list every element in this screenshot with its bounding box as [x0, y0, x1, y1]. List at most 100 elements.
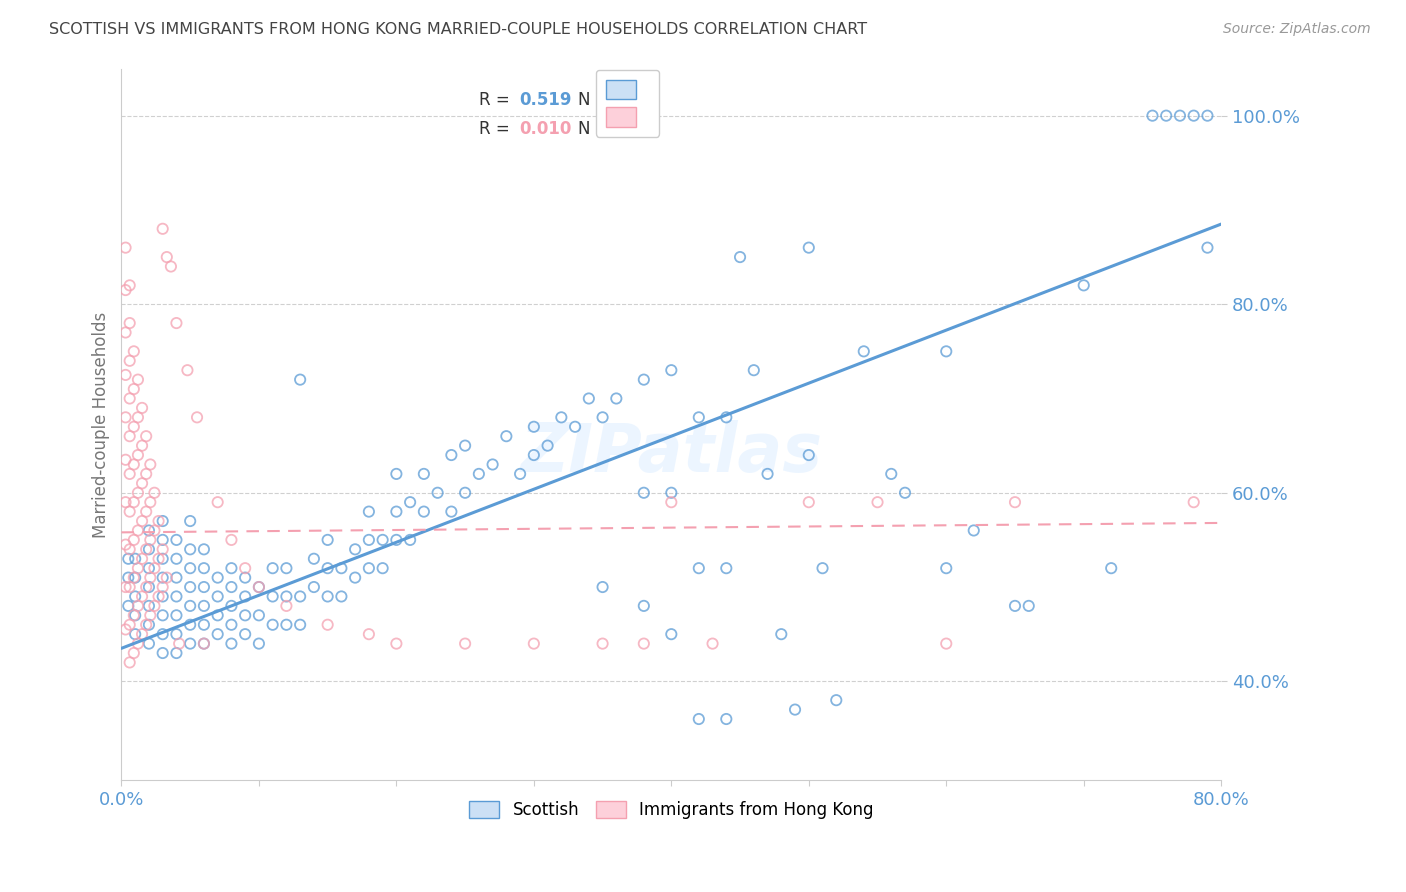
Point	[316, 617, 339, 632]
Point	[523, 637, 546, 651]
Point	[1099, 561, 1122, 575]
Point	[165, 590, 187, 604]
Point	[114, 580, 136, 594]
Point	[742, 363, 765, 377]
Point	[138, 524, 160, 538]
Point	[344, 571, 367, 585]
Point	[118, 316, 141, 330]
Point	[935, 561, 957, 575]
Point	[127, 637, 149, 651]
Point	[118, 429, 141, 443]
Point	[139, 571, 162, 585]
Point	[139, 608, 162, 623]
Point	[207, 608, 229, 623]
Point	[221, 561, 243, 575]
Text: R =: R =	[479, 120, 515, 137]
Point	[716, 561, 738, 575]
Point	[165, 533, 187, 547]
Point	[592, 637, 614, 651]
Point	[118, 656, 141, 670]
Point	[118, 617, 141, 632]
Point	[131, 590, 153, 604]
Point	[1004, 599, 1026, 613]
Point	[633, 373, 655, 387]
Point	[659, 495, 682, 509]
Point	[385, 467, 408, 481]
Point	[118, 505, 141, 519]
Point	[135, 467, 157, 481]
Point	[122, 646, 145, 660]
Point	[152, 627, 174, 641]
Point	[233, 627, 256, 641]
Point	[454, 485, 477, 500]
Point	[114, 495, 136, 509]
Point	[385, 637, 408, 651]
Point	[127, 561, 149, 575]
Point	[221, 637, 243, 651]
Point	[139, 495, 162, 509]
Point	[152, 590, 174, 604]
Point	[193, 637, 215, 651]
Point	[193, 637, 215, 651]
Point	[468, 467, 491, 481]
Point	[371, 533, 394, 547]
Point	[262, 617, 284, 632]
Point	[127, 524, 149, 538]
Point	[143, 599, 166, 613]
Point	[193, 580, 215, 594]
Point	[633, 485, 655, 500]
Point	[207, 590, 229, 604]
Point	[148, 590, 170, 604]
Point	[193, 561, 215, 575]
Point	[179, 599, 201, 613]
Point	[481, 458, 503, 472]
Point	[399, 495, 422, 509]
Point	[118, 278, 141, 293]
Point	[330, 561, 353, 575]
Point	[894, 485, 917, 500]
Point	[454, 637, 477, 651]
Point	[114, 241, 136, 255]
Point	[233, 561, 256, 575]
Point	[276, 590, 298, 604]
Point	[122, 533, 145, 547]
Point	[160, 260, 183, 274]
Point	[122, 344, 145, 359]
Point	[592, 410, 614, 425]
Point	[114, 283, 136, 297]
Point	[288, 373, 311, 387]
Point	[262, 590, 284, 604]
Point	[176, 363, 198, 377]
Point	[454, 439, 477, 453]
Point	[179, 542, 201, 557]
Point	[114, 410, 136, 425]
Point	[523, 448, 546, 462]
Text: 111: 111	[616, 120, 651, 137]
Point	[138, 599, 160, 613]
Point	[127, 373, 149, 387]
Point	[139, 458, 162, 472]
Point	[122, 608, 145, 623]
Point	[633, 637, 655, 651]
Point	[138, 617, 160, 632]
Point	[131, 439, 153, 453]
Point	[1154, 109, 1177, 123]
Point	[550, 410, 572, 425]
Point	[152, 608, 174, 623]
Point	[122, 458, 145, 472]
Point	[118, 580, 141, 594]
Point	[117, 571, 139, 585]
Point	[1197, 241, 1219, 255]
Point	[131, 514, 153, 528]
Point	[495, 429, 517, 443]
Point	[179, 514, 201, 528]
Point	[756, 467, 779, 481]
Text: 109: 109	[616, 91, 651, 110]
Point	[1004, 495, 1026, 509]
Point	[716, 712, 738, 726]
Point	[152, 551, 174, 566]
Point	[659, 363, 682, 377]
Point	[578, 392, 600, 406]
Point	[165, 571, 187, 585]
Text: 0.519: 0.519	[520, 91, 572, 110]
